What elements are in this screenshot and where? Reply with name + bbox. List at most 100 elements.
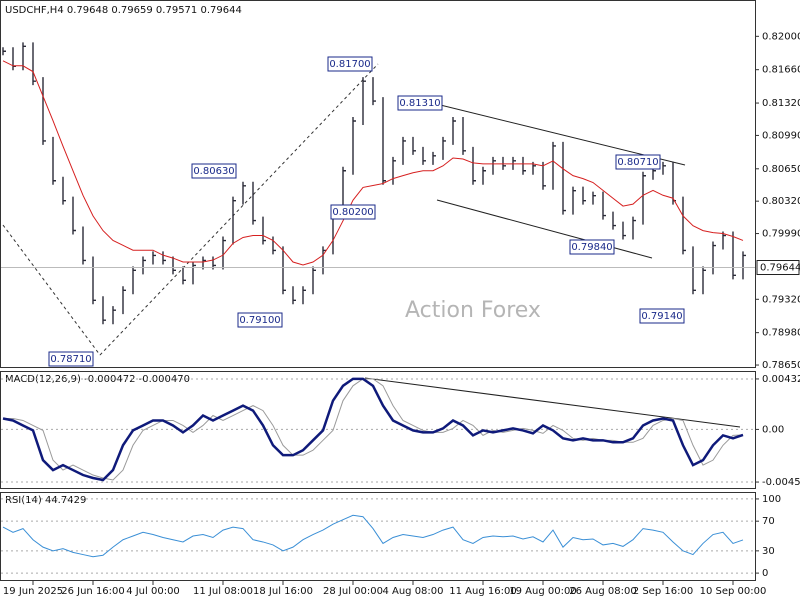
price-bar: [402, 136, 406, 165]
price-bar: [602, 191, 606, 220]
rsi-title: RSI(14) 44.7429: [5, 495, 86, 506]
y-tick-label: 0.79320: [762, 294, 800, 305]
price-bar: [322, 246, 326, 275]
price-label: 0.80710: [617, 157, 658, 168]
price-bar: [62, 176, 66, 205]
macd-trend-line: [364, 377, 741, 428]
x-tick-label: 10 Sep 00:00: [700, 586, 767, 597]
price-bar: [742, 251, 746, 280]
rsi-panel: [0, 492, 756, 581]
price-bar: [372, 77, 376, 106]
price-bar: [362, 77, 366, 126]
channel-line: [436, 199, 653, 259]
price-bar: [452, 117, 456, 145]
last-price-label: 0.79644: [760, 263, 800, 274]
x-tick-label: 11 Aug 16:00: [449, 586, 516, 597]
price-bar: [232, 196, 236, 245]
y-tick-label: 0.78980: [762, 328, 800, 339]
price-bar: [382, 97, 386, 185]
macd-title: MACD(12,26,9) -0.000472 -0.000470: [5, 374, 190, 385]
y-tick-label: 0.00: [762, 424, 784, 435]
y-tick-label: 0.81660: [762, 65, 800, 76]
price-bar: [292, 286, 296, 305]
price-panel: [0, 0, 756, 368]
price-bar: [2, 47, 6, 56]
price-bar: [562, 141, 566, 215]
price-label: 0.81310: [399, 98, 440, 109]
price-bar: [632, 216, 636, 240]
price-bar: [32, 42, 36, 86]
price-bar: [222, 236, 226, 270]
price-bar: [432, 151, 436, 165]
price-bar: [42, 77, 46, 145]
price-bar: [722, 231, 726, 250]
price-bar: [642, 171, 646, 225]
price-label-box: [191, 163, 237, 179]
price-bar: [312, 266, 316, 295]
price-label: 0.79100: [239, 315, 280, 326]
price-label-box: [615, 154, 661, 170]
chart-title: USDCHF,H4 0.79648 0.79659 0.79571 0.7964…: [5, 5, 242, 16]
price-bar: [122, 286, 126, 315]
price-bar: [272, 236, 276, 255]
channel-line: [419, 99, 686, 166]
watermark: Action Forex: [405, 298, 541, 323]
price-bar: [252, 181, 256, 225]
price-label: 0.81700: [329, 59, 370, 70]
price-label-box: [569, 239, 615, 255]
price-bar: [512, 156, 516, 170]
x-tick-label: 2 Sep 16:00: [633, 586, 693, 597]
price-bar: [612, 211, 616, 230]
price-bar: [52, 136, 56, 185]
price-bar: [392, 156, 396, 185]
price-label-box: [397, 95, 443, 111]
price-bar: [102, 296, 106, 325]
x-tick-label: 19 Aug 00:00: [509, 586, 576, 597]
series-line: [2, 377, 744, 482]
price-label: 0.80200: [332, 207, 373, 218]
y-tick-label: 0.82000: [762, 31, 800, 42]
price-label-box: [48, 351, 94, 367]
price-bar: [712, 241, 716, 275]
price-bar: [142, 256, 146, 275]
series-line: [2, 514, 744, 558]
price-bar: [492, 156, 496, 175]
price-bar: [82, 226, 86, 265]
price-bar: [682, 196, 686, 255]
y-tick-label: 0: [762, 568, 768, 579]
series-line: [2, 60, 744, 266]
y-tick-label: 0.80320: [762, 196, 800, 207]
x-tick-label: 28 Jul 00:00: [323, 586, 383, 597]
price-label: 0.79840: [571, 242, 612, 253]
y-tick-label: 0.78650: [762, 360, 800, 371]
price-bar: [692, 246, 696, 295]
y-tick-label: -0.004511: [762, 477, 800, 488]
price-bar: [502, 156, 506, 170]
x-tick-label: 19 Jun 2025: [3, 586, 63, 597]
price-bar: [572, 186, 576, 215]
price-bar: [182, 266, 186, 285]
x-tick-label: 11 Jul 08:00: [193, 586, 253, 597]
price-label-box: [327, 56, 373, 72]
y-tick-label: 0.79990: [762, 229, 800, 240]
price-bar: [132, 266, 136, 295]
price-bar: [422, 146, 426, 165]
y-tick-label: 0.004325: [762, 374, 800, 385]
price-label: 0.79140: [641, 311, 682, 322]
price-bar: [162, 251, 166, 265]
price-bar: [542, 161, 546, 190]
price-bar: [282, 246, 286, 295]
x-tick-label: 26 Aug 08:00: [569, 586, 636, 597]
price-bar: [482, 166, 486, 185]
price-bar: [582, 186, 586, 205]
price-bar: [412, 136, 416, 155]
price-bar: [552, 141, 556, 190]
y-tick-label: 0.80650: [762, 164, 800, 175]
price-bar: [262, 216, 266, 245]
price-bar: [522, 156, 526, 175]
price-bar: [462, 117, 466, 155]
price-bar: [72, 196, 76, 235]
price-bar: [112, 306, 116, 325]
